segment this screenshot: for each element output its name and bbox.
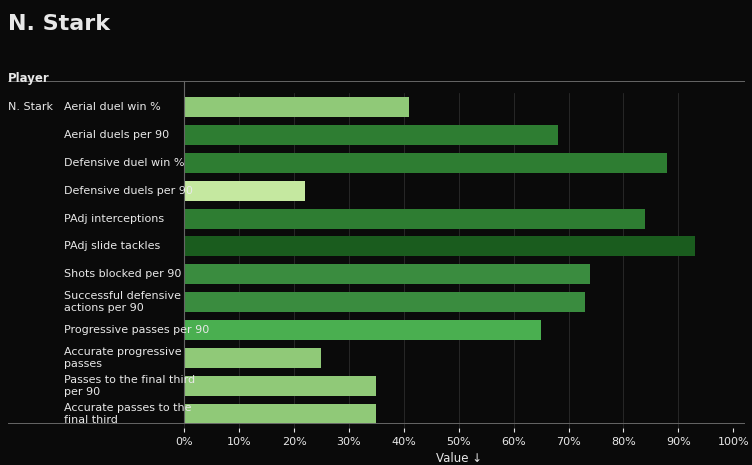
Text: Accurate progressive
passes: Accurate progressive passes	[64, 347, 181, 369]
Text: N. Stark: N. Stark	[8, 102, 53, 112]
Text: PAdj slide tackles: PAdj slide tackles	[64, 241, 160, 252]
Bar	[184, 153, 667, 173]
Bar	[184, 292, 585, 312]
Text: Defensive duel win %: Defensive duel win %	[64, 158, 184, 168]
Text: Shots blocked per 90: Shots blocked per 90	[64, 269, 181, 279]
Text: Defensive duels per 90: Defensive duels per 90	[64, 186, 193, 196]
Text: Aerial duels per 90: Aerial duels per 90	[64, 130, 169, 140]
Text: Successful defensive
actions per 90: Successful defensive actions per 90	[64, 292, 181, 313]
Bar	[184, 348, 322, 368]
Bar	[184, 236, 695, 257]
Bar	[184, 97, 409, 117]
Bar	[184, 180, 305, 201]
Text: N. Stark: N. Stark	[8, 14, 110, 34]
Text: Passes to the final third
per 90: Passes to the final third per 90	[64, 375, 195, 397]
Bar	[184, 264, 590, 285]
Text: Player: Player	[8, 72, 50, 85]
Text: PAdj interceptions: PAdj interceptions	[64, 213, 164, 224]
Text: Aerial duel win %: Aerial duel win %	[64, 102, 161, 112]
Bar	[184, 376, 376, 396]
Bar	[184, 404, 376, 424]
Text: Accurate passes to the
final third: Accurate passes to the final third	[64, 403, 192, 425]
Bar	[184, 208, 645, 229]
Text: Progressive passes per 90: Progressive passes per 90	[64, 325, 209, 335]
Bar	[184, 320, 541, 340]
Bar	[184, 125, 557, 145]
X-axis label: Value ↓: Value ↓	[435, 452, 482, 465]
